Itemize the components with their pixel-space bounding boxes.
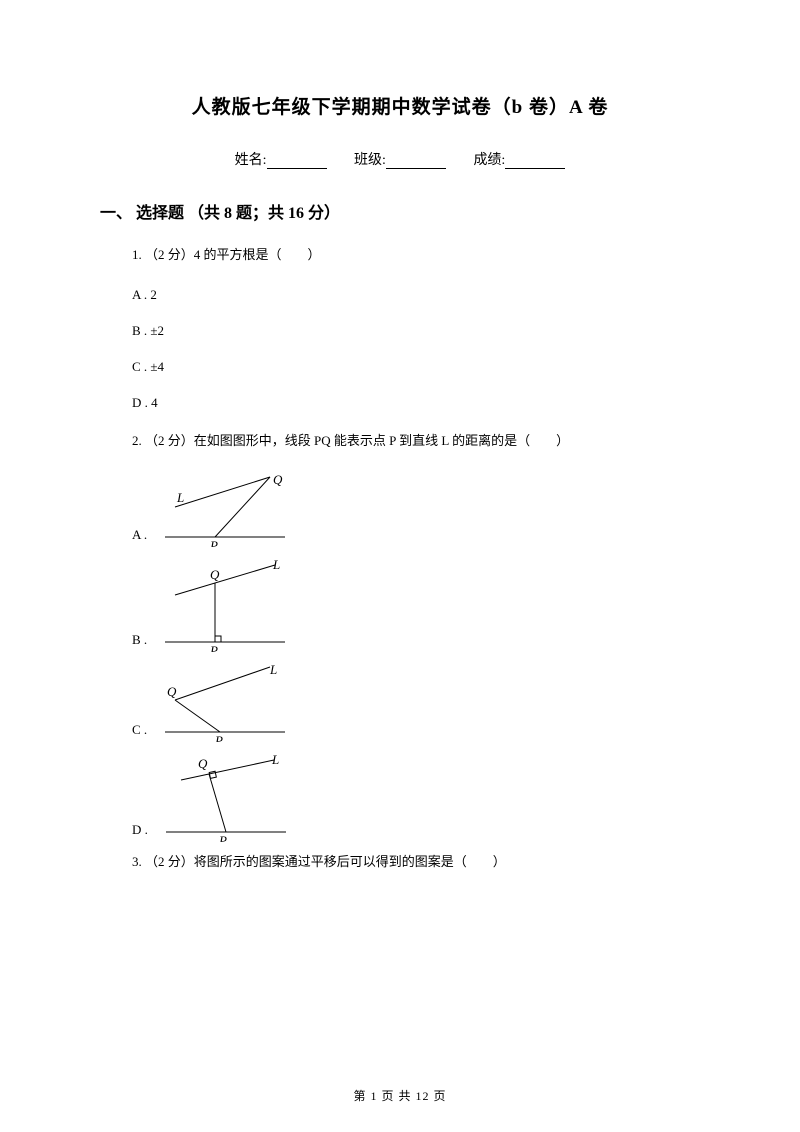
score-label: 成绩: xyxy=(473,153,505,168)
q2-opt-b-letter: B . xyxy=(132,632,147,652)
q2-figure-a: L Q P xyxy=(155,472,295,547)
exam-title: 人教版七年级下学期期中数学试卷（b 卷）A 卷 xyxy=(100,92,700,119)
q2-option-d: D . Q L P xyxy=(132,752,700,842)
fig-b-label-q: Q xyxy=(210,567,220,582)
fig-d-label-q: Q xyxy=(198,756,208,771)
fig-d-label-p: P xyxy=(218,833,227,842)
q2-figure-b: Q L P xyxy=(155,557,295,652)
fig-c-label-p: P xyxy=(214,733,223,742)
q1-option-b: B . ±2 xyxy=(132,323,700,339)
q2-option-a: A . L Q P xyxy=(132,472,700,547)
fig-b-label-p: P xyxy=(209,643,218,652)
fig-a-label-q: Q xyxy=(273,472,283,487)
question-3: 3. （2 分）将图所示的图案通过平移后可以得到的图案是（ ） xyxy=(132,852,700,872)
question-2: 2. （2 分）在如图图形中，线段 PQ 能表示点 P 到直线 L 的距离的是（… xyxy=(132,431,700,451)
q2-option-b: B . Q L P xyxy=(132,557,700,652)
fig-c-label-l: L xyxy=(269,662,277,677)
class-blank xyxy=(386,155,446,169)
fig-a-label-p: P xyxy=(209,538,218,547)
question-1: 1. （2 分）4 的平方根是（ ） xyxy=(132,245,700,265)
q2-figure-d: Q L P xyxy=(156,752,296,842)
fig-c-label-q: Q xyxy=(167,684,177,699)
fig-a-label-l: L xyxy=(176,490,184,505)
name-blank xyxy=(267,155,327,169)
q1-option-a: A . 2 xyxy=(132,287,700,303)
q1-option-d: D . 4 xyxy=(132,395,700,411)
class-label: 班级: xyxy=(354,153,386,168)
section-1-header: 一、 选择题 （共 8 题；共 16 分） xyxy=(100,199,700,223)
fig-d-label-l: L xyxy=(271,752,279,767)
score-blank xyxy=(505,155,565,169)
fig-b-label-l: L xyxy=(272,557,280,572)
q2-opt-c-letter: C . xyxy=(132,722,147,742)
q2-opt-d-letter: D . xyxy=(132,822,148,842)
q2-figure-c: Q L P xyxy=(155,662,295,742)
name-label: 姓名: xyxy=(235,153,267,168)
q2-option-c: C . Q L P xyxy=(132,662,700,742)
q2-opt-a-letter: A . xyxy=(132,527,147,547)
page-footer: 第 1 页 共 12 页 xyxy=(0,1087,800,1104)
student-info-row: 姓名: 班级: 成绩: xyxy=(100,149,700,169)
q1-option-c: C . ±4 xyxy=(132,359,700,375)
